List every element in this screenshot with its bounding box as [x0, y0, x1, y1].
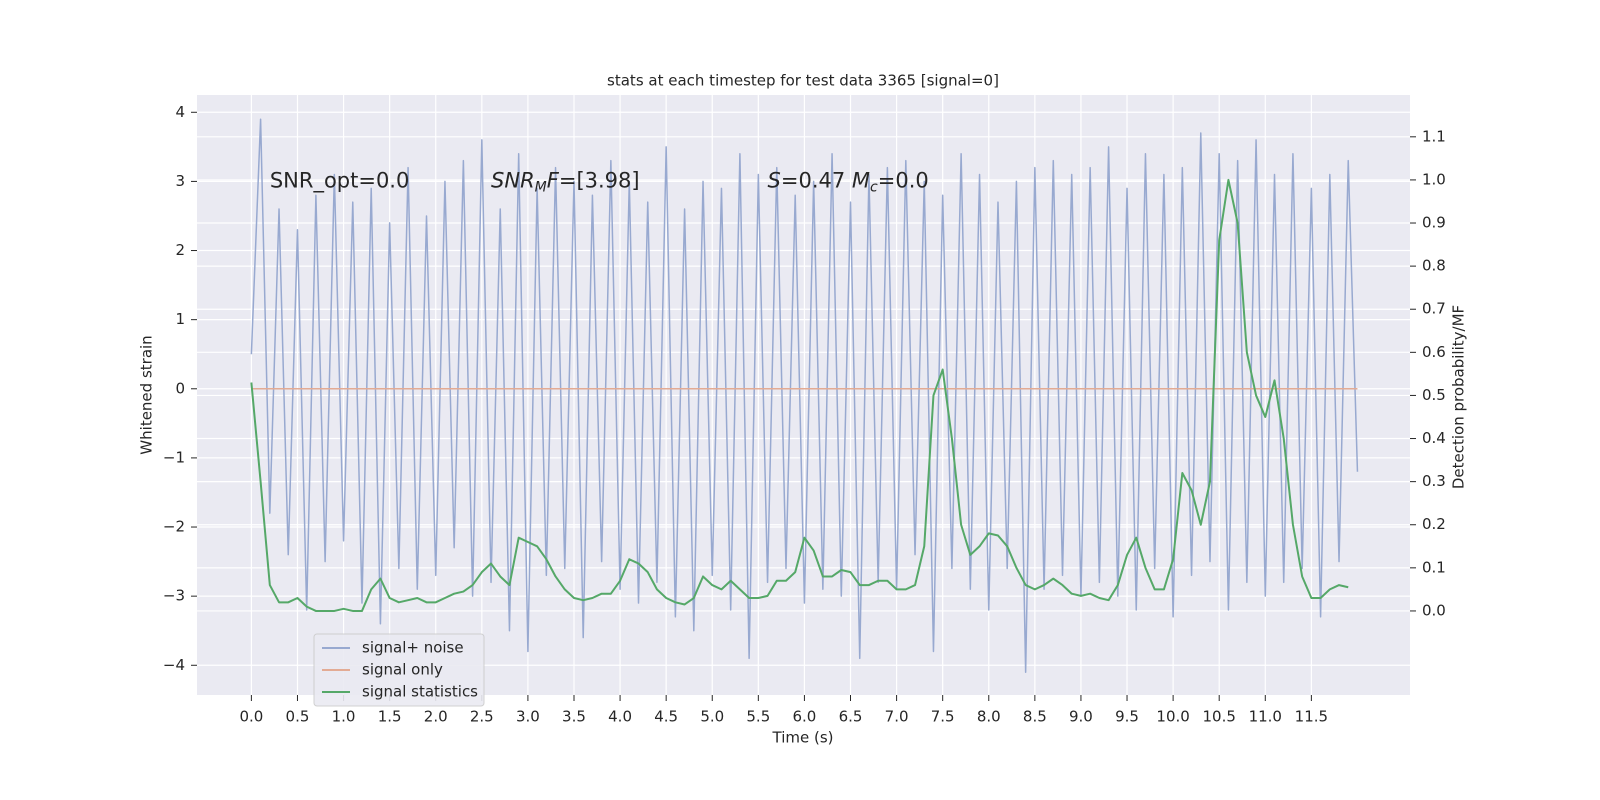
- x-tick-label: 7.0: [885, 708, 909, 726]
- y2-axis-label: Detection probability/MF: [1450, 305, 1468, 489]
- y2-tick-label: 0.2: [1422, 515, 1446, 533]
- annotation-part: SNR_opt=0.0: [270, 168, 410, 193]
- annotation-part: M: [535, 179, 547, 195]
- y-tick-label: 4: [175, 103, 185, 121]
- x-tick-label: 8.5: [1023, 708, 1047, 726]
- legend: signal+ noise signal only signal statistic…: [313, 633, 485, 707]
- y-tick-label: 3: [175, 172, 185, 190]
- annotation-part: M: [852, 168, 870, 192]
- legend-box: [313, 633, 485, 707]
- lines: [250, 118, 1359, 673]
- y2-tick-label: 0.1: [1422, 558, 1446, 576]
- legend-label: signal+ noise: [362, 639, 464, 657]
- annotation-part: c: [870, 179, 878, 195]
- x-tick-label: 11.0: [1249, 708, 1282, 726]
- annotation: SNR_opt=0.0: [270, 168, 410, 193]
- annotation-part: =[3.98]: [559, 168, 640, 192]
- annotation-part: =0.0: [878, 168, 929, 192]
- y-tick-label: −1: [163, 448, 185, 466]
- x-tick-label: 4.0: [608, 708, 632, 726]
- y-tick-label: 1: [175, 310, 185, 328]
- x-tick-label: 0.0: [239, 708, 263, 726]
- y2-tick-label: 0.0: [1422, 601, 1446, 619]
- x-tick-label: 1.5: [378, 708, 402, 726]
- y2-tick-label: 0.3: [1422, 472, 1446, 490]
- x-tick-label: 2.0: [424, 708, 448, 726]
- y2-tick-label: 0.5: [1422, 386, 1446, 404]
- annotation-part: S: [768, 168, 781, 192]
- annotation: SNRMF=[3.98]: [491, 168, 640, 195]
- y2-tick-label: 0.6: [1422, 343, 1446, 361]
- y-tick-label: −4: [163, 656, 185, 674]
- y-tick-label: 0: [175, 379, 185, 397]
- x-tick-label: 10.5: [1202, 708, 1235, 726]
- y2-tick-label: 0.9: [1422, 214, 1446, 232]
- series-line: [250, 118, 1359, 673]
- x-tick-label: 9.0: [1069, 708, 1093, 726]
- x-tick-label: 7.5: [931, 708, 955, 726]
- chart-title: stats at each timestep for test data 336…: [607, 72, 999, 90]
- y2-tick-label: 1.0: [1422, 170, 1446, 188]
- y-tick-label: 2: [175, 241, 185, 259]
- x-tick-label: 6.5: [839, 708, 863, 726]
- x-tick-label: 8.0: [977, 708, 1001, 726]
- legend-label: signal statistics: [362, 683, 478, 701]
- y2-tick-label: 1.1: [1422, 127, 1446, 145]
- x-tick-label: 1.0: [332, 708, 356, 726]
- x-tick-label: 5.0: [700, 708, 724, 726]
- y-tick-label: −3: [163, 587, 185, 605]
- y2-tick-label: 0.8: [1422, 257, 1446, 275]
- y-axis-label: Whitened strain: [138, 335, 156, 454]
- annotation: S=0.47 Mc=0.0: [768, 168, 929, 195]
- x-tick-label: 2.5: [470, 708, 494, 726]
- x-tick-label: 3.5: [562, 708, 586, 726]
- annotations: SNR_opt=0.0 SNRMF=[3.98] S=0.47 Mc=0.0: [270, 168, 929, 195]
- annotation-part: F: [547, 168, 560, 192]
- ticks: 0.0 0.5 1.0 1.5 2.0 2.5 3.0 3.5 4.0 4.5 5.0 5.5 6.0 6…: [163, 103, 1446, 726]
- x-tick-label: 0.5: [286, 708, 310, 726]
- series-line: [250, 178, 1349, 612]
- x-tick-label: 4.5: [654, 708, 678, 726]
- annotation-part: =0.47: [781, 168, 852, 192]
- x-tick-label: 11.5: [1295, 708, 1328, 726]
- y2-tick-label: 0.4: [1422, 429, 1446, 447]
- x-tick-label: 5.5: [746, 708, 770, 726]
- x-axis-label: Time (s): [772, 729, 834, 747]
- x-tick-label: 9.5: [1115, 708, 1139, 726]
- x-tick-label: 3.0: [516, 708, 540, 726]
- x-tick-label: 6.0: [792, 708, 816, 726]
- legend-label: signal only: [362, 661, 443, 679]
- y-tick-label: −2: [163, 518, 185, 536]
- x-tick-label: 10.0: [1156, 708, 1189, 726]
- annotation-part: SNR: [491, 168, 535, 192]
- y2-tick-label: 0.7: [1422, 300, 1446, 318]
